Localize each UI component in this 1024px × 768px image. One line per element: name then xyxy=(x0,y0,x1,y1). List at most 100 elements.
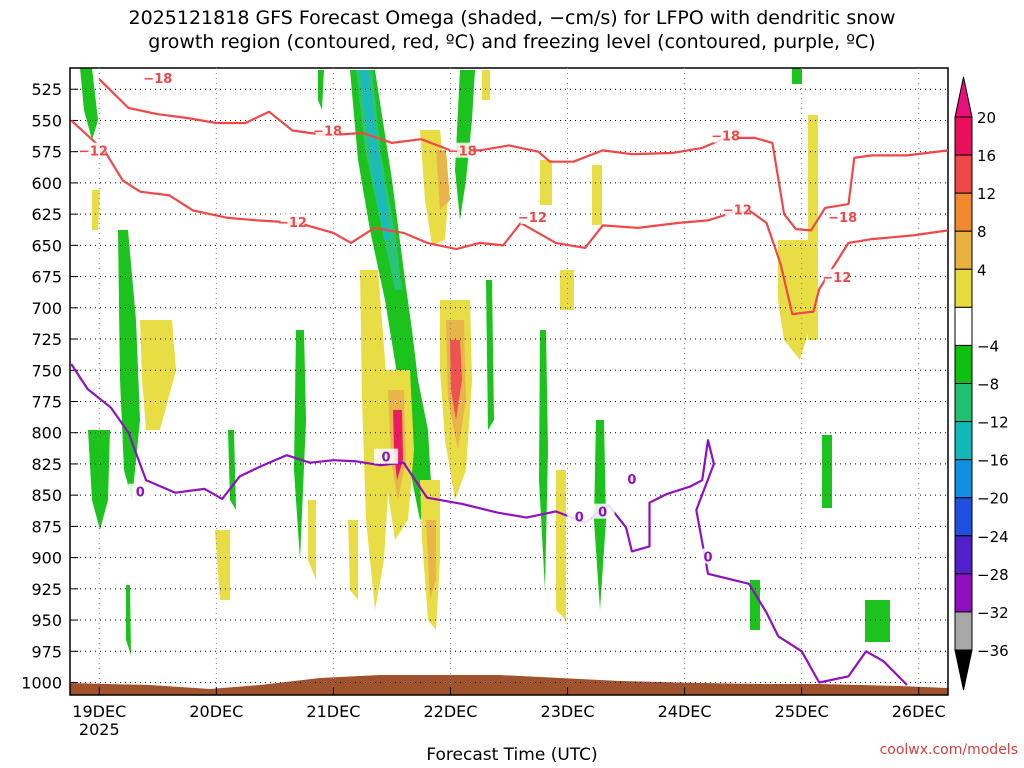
x-tick-label: 24DEC xyxy=(658,702,712,721)
y-tick-label: 600 xyxy=(31,174,62,193)
y-tick-label: 925 xyxy=(31,580,62,599)
y-tick-label: 800 xyxy=(31,424,62,443)
colorbar-swatch xyxy=(954,306,973,346)
omega-shading xyxy=(80,68,890,655)
freezing-contour-label: 0 xyxy=(136,486,145,501)
title-line-2: growth region (contoured, red, ºC) and f… xyxy=(148,31,876,53)
freezing-contour-label-bg xyxy=(128,483,153,499)
y-tick-label: 900 xyxy=(31,549,62,568)
colorbar-label: −8 xyxy=(977,376,999,394)
colorbar-label: 4 xyxy=(977,261,987,279)
freezing-contour-label-bg xyxy=(374,448,399,464)
colorbar-swatch xyxy=(954,383,973,423)
dendritic-contour-label-bg xyxy=(824,268,849,284)
dendritic-contour-label-bg xyxy=(450,142,475,158)
colorbar-bottom-arrow xyxy=(954,649,973,691)
y-axis: 525 550 575 600 625 650 675 700 725 750 775 800 825 8… xyxy=(21,80,62,692)
colorbar-label: 12 xyxy=(977,185,996,203)
colorbar-label: 16 xyxy=(977,147,996,165)
y-tick-label: 575 xyxy=(31,143,62,162)
chart-title: 2025121818 GFS Forecast Omega (shaded, −… xyxy=(0,6,1024,54)
x-tick-label: 22DEC xyxy=(423,702,477,721)
colorbar-label: −28 xyxy=(977,566,1009,584)
dendritic-contour-label-bg xyxy=(713,127,738,143)
contour-minus18-line xyxy=(98,78,949,232)
dendritic-contour-label: −12 xyxy=(278,216,307,231)
colorbar-swatch xyxy=(954,268,973,308)
x-axis-label: Forecast Time (UTC) xyxy=(426,745,598,765)
x-tick-label: 26DEC xyxy=(892,702,946,721)
colorbar-swatch xyxy=(954,116,973,156)
y-tick-label: 550 xyxy=(31,111,62,130)
freezing-contour-label: 0 xyxy=(382,451,391,466)
dendritic-contour-label-bg xyxy=(280,213,305,229)
y-tick-label: 850 xyxy=(31,486,62,505)
freezing-contour-label-bg xyxy=(567,508,592,524)
x-tick-year: 2025 xyxy=(79,720,120,739)
y-tick-label: 525 xyxy=(31,80,62,99)
colorbar-swatch xyxy=(954,421,973,461)
freezing-contour-label-bg xyxy=(590,503,615,519)
dendritic-contour-label-bg xyxy=(81,142,106,158)
y-tick-label: 775 xyxy=(31,392,62,411)
y-tick-label: 950 xyxy=(31,611,62,630)
x-axis: 19DEC 20DEC 21DEC 22DEC 23DEC 24DEC 25DEC 26DEC… xyxy=(72,702,945,739)
colorbar-label: −36 xyxy=(977,642,1009,660)
colorbar-swatch xyxy=(954,573,973,613)
y-tick-label: 975 xyxy=(31,642,62,661)
grid-lines xyxy=(70,68,948,695)
dendritic-contour-label: −18 xyxy=(828,211,857,226)
freezing-contour-label: 0 xyxy=(703,551,712,566)
colorbar-swatch xyxy=(954,535,973,575)
dendritic-contour-label-bg xyxy=(725,201,750,217)
dendritic-contour-label-bg xyxy=(830,208,855,224)
y-tick-label: 625 xyxy=(31,205,62,224)
ground-fill xyxy=(70,675,948,695)
dendritic-contour-label-bg xyxy=(145,70,170,86)
colorbar-label: −32 xyxy=(977,604,1009,622)
colorbar-label: 8 xyxy=(977,223,987,241)
colorbar-label: −16 xyxy=(977,452,1009,470)
x-tick-label: 20DEC xyxy=(189,702,243,721)
colorbar-label: −12 xyxy=(977,414,1009,432)
colorbar: 20 16 12 8 4 −4 −8 −12 −16 −20 −24 −28 −32 −36 xyxy=(954,76,1009,691)
dendritic-contour-label: −12 xyxy=(723,203,752,218)
colorbar-swatch xyxy=(954,192,973,232)
y-tick-label: 650 xyxy=(31,236,62,255)
plot-frame xyxy=(69,67,949,696)
y-tick-label: 825 xyxy=(31,455,62,474)
colorbar-swatch xyxy=(954,611,973,651)
freezing-contour-label: 0 xyxy=(627,473,636,488)
colorbar-swatch xyxy=(954,497,973,537)
dendritic-contour-label: −12 xyxy=(79,145,108,160)
site-credit[interactable]: coolwx.com/models xyxy=(879,742,1018,758)
y-tick-label: 875 xyxy=(31,517,62,536)
dendritic-contour-label: −18 xyxy=(711,130,740,145)
x-tick-label: 19DEC xyxy=(72,702,126,721)
dendritic-contour-label: −12 xyxy=(518,211,547,226)
colorbar-swatch xyxy=(954,230,973,270)
dendritic-contour-label: −18 xyxy=(313,125,342,140)
title-line-1: 2025121818 GFS Forecast Omega (shaded, −… xyxy=(128,7,896,29)
colorbar-top-arrow xyxy=(954,76,973,118)
dendritic-contour-label: −18 xyxy=(143,72,172,87)
y-tick-label: 1000 xyxy=(21,674,62,693)
dendritic-contour-label: −18 xyxy=(448,145,477,160)
colorbar-swatch xyxy=(954,459,973,499)
y-tick-label: 675 xyxy=(31,268,62,287)
dendritic-contour-label-bg xyxy=(315,122,340,138)
freezing-contour-label: 0 xyxy=(598,506,607,521)
colorbar-label: 20 xyxy=(977,109,996,127)
y-tick-label: 725 xyxy=(31,330,62,349)
colorbar-label: −20 xyxy=(977,490,1009,508)
freezing-contour-label: 0 xyxy=(575,511,584,526)
freezing-contour-label-bg xyxy=(696,548,721,564)
dendritic-contour-label: −12 xyxy=(822,271,851,286)
dendritic-contour-label-bg xyxy=(520,208,545,224)
y-tick-label: 700 xyxy=(31,299,62,318)
colorbar-label: −24 xyxy=(977,528,1009,546)
colorbar-swatch xyxy=(954,154,973,194)
freezing-contour-label-bg xyxy=(619,471,644,487)
